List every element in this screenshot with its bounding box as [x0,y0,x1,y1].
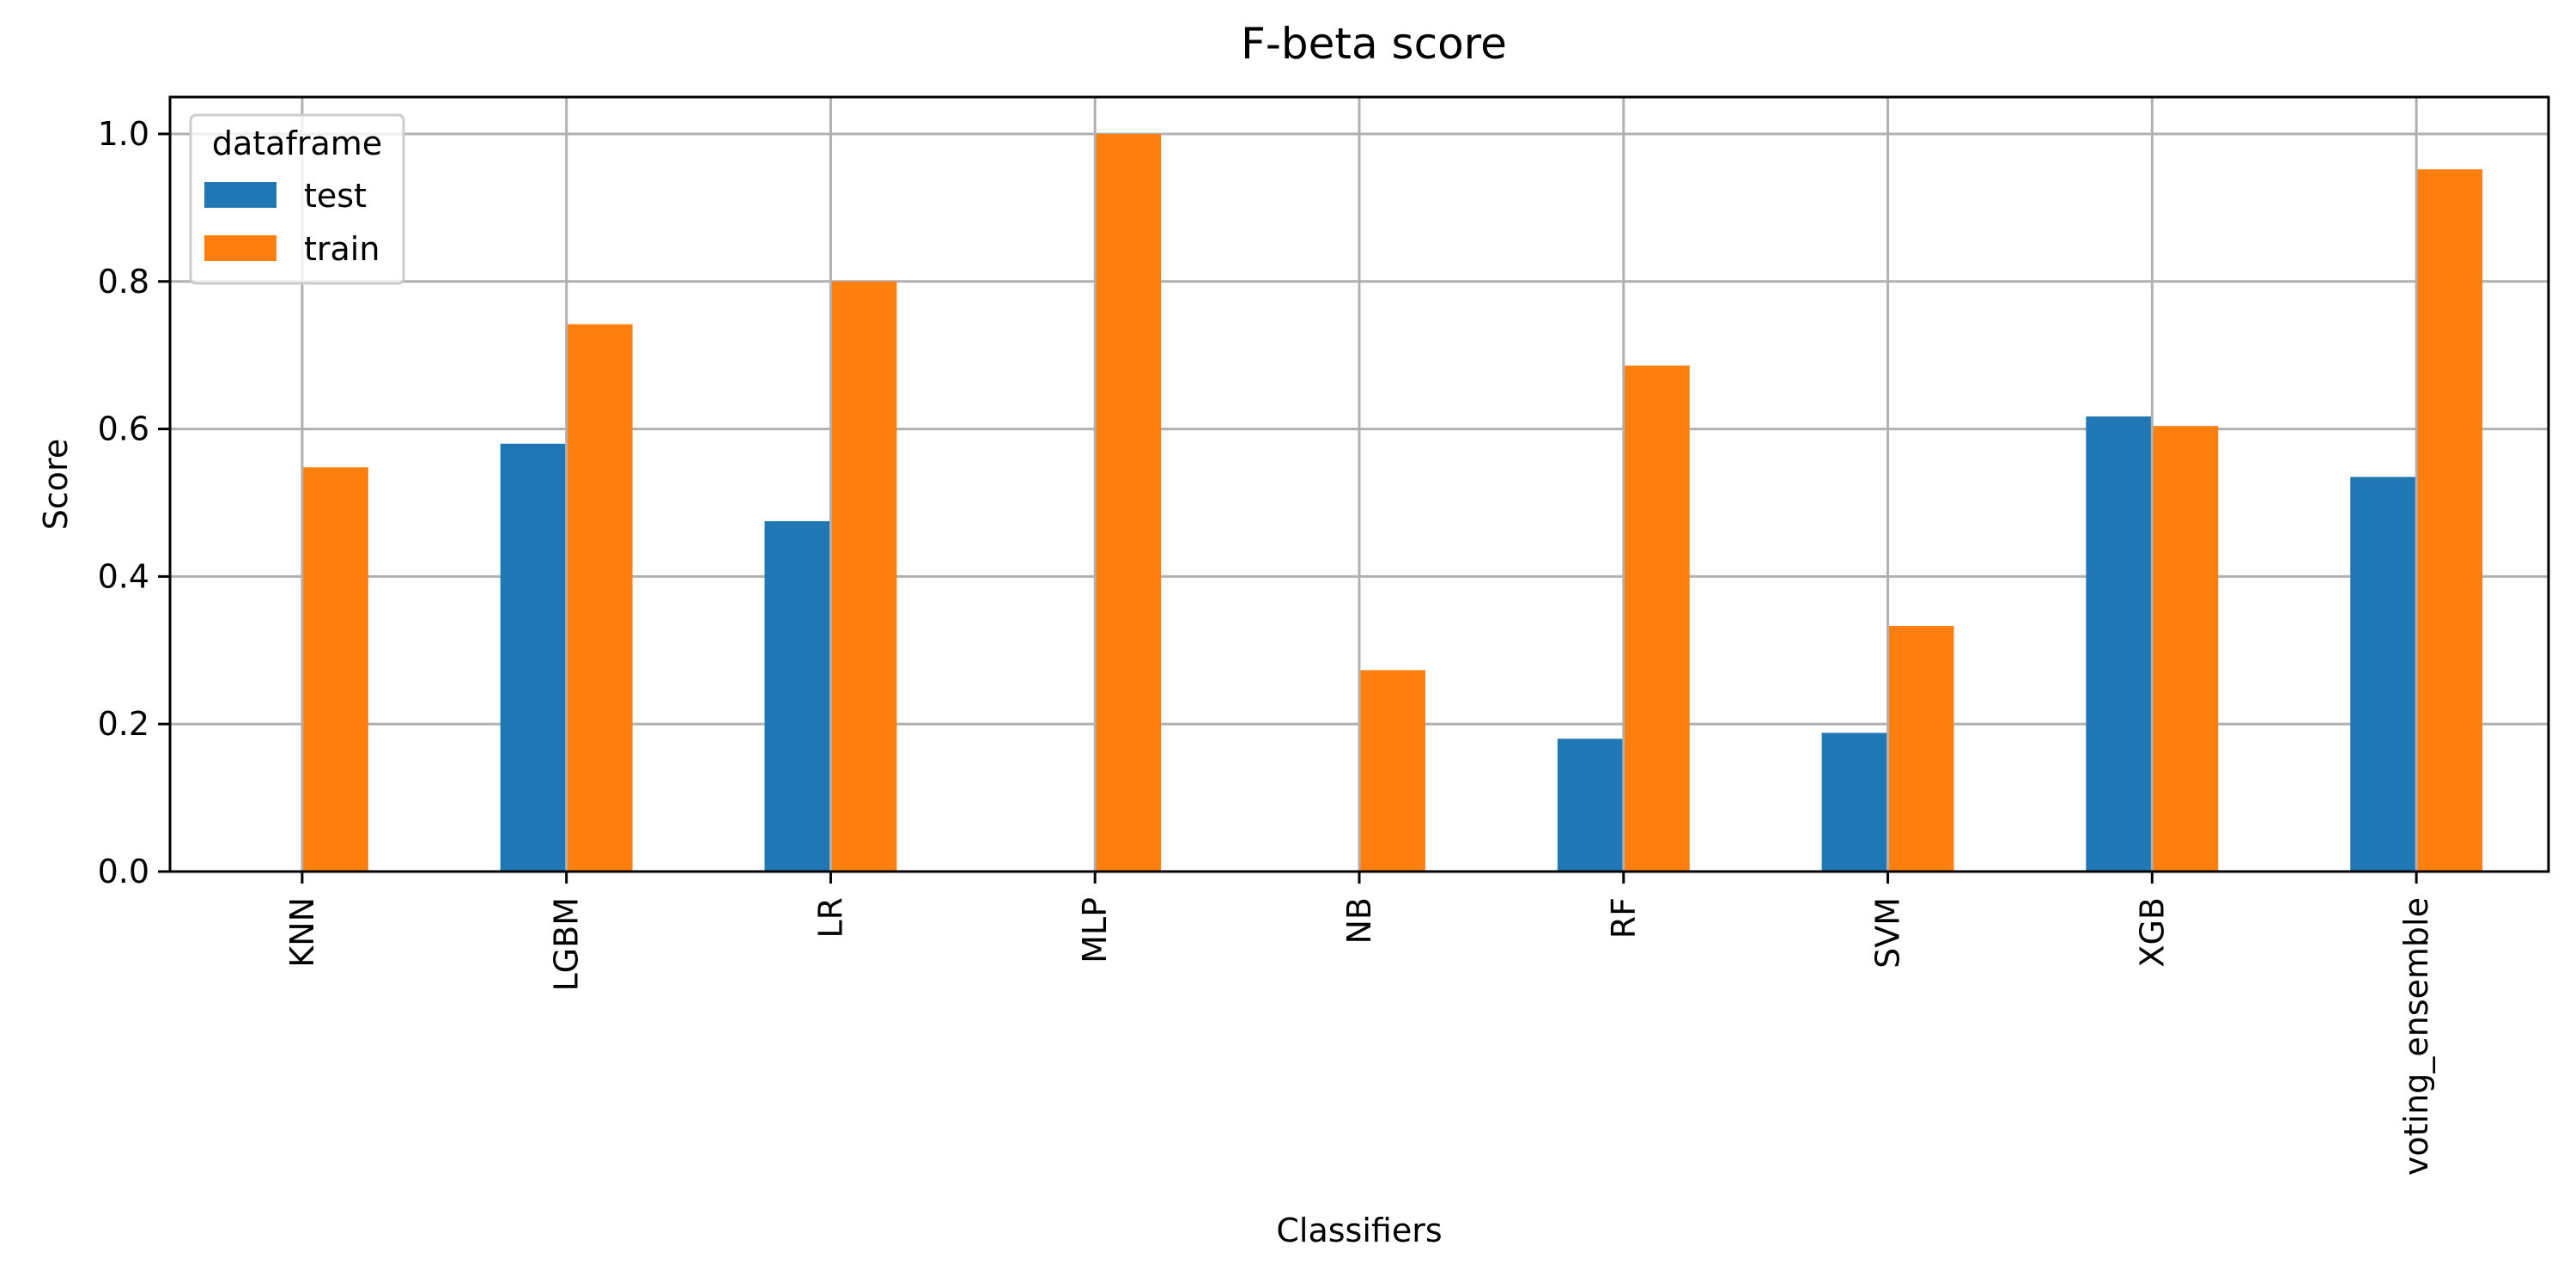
bar-train-voting_ensemble [2416,169,2483,872]
bar-train-KNN [301,467,368,872]
grid-lines-vertical [301,97,2418,872]
x-tick-label-XGB: XGB [2133,897,2171,968]
x-tick-label-SVM: SVM [1869,897,1907,969]
legend: dataframe test train [189,113,405,285]
x-tick-label-NB: NB [1340,897,1378,945]
y-tick-label: 0.6 [98,410,149,448]
x-tick-label-LGBM: LGBM [548,897,586,991]
bar-train-LR [830,281,897,872]
y-tick-label: 0.2 [98,705,149,743]
chart-title: F-beta score [1241,19,1507,69]
legend-title: dataframe [212,125,382,162]
x-axis-ticks: KNN LGBM LR MLP NB RF SVM XGB voting_ensemble [283,872,2435,1176]
y-axis-label: Score [37,439,75,530]
bar-test-voting_ensemble [2350,477,2417,872]
x-tick-label-KNN: KNN [283,897,321,968]
bar-test-LR [764,520,831,872]
bar-test-LGBM [500,443,567,872]
bar-test-SVM [1821,732,1888,872]
bar-train-RF [1623,365,1690,872]
y-tick-label: 0.0 [98,853,149,890]
bar-train-XGB [2152,426,2219,872]
x-tick-label-LR: LR [811,897,849,939]
bar-train-SVM [1887,625,1954,872]
bar-test-XGB [2086,416,2153,872]
legend-label-train: train [304,230,380,268]
legend-label-test: test [304,177,367,215]
x-axis-label: Classifiers [1276,1212,1442,1249]
bar-train-LGBM [566,324,633,872]
bar-series [301,133,2483,872]
x-tick-label-voting_ensemble: voting_ensemble [2397,897,2435,1176]
legend-swatch-train [204,235,276,261]
x-tick-label-MLP: MLP [1076,897,1114,963]
bar-train-MLP [1095,133,1162,872]
y-tick-label: 1.0 [98,115,149,153]
y-axis-ticks: 0.0 0.2 0.4 0.6 0.8 1.0 [98,115,170,890]
bar-test-RF [1557,738,1624,872]
legend-swatch-test [204,182,276,208]
bar-train-NB [1359,670,1425,872]
y-tick-label: 0.4 [98,557,149,595]
x-tick-label-RF: RF [1605,897,1643,939]
y-tick-label: 0.8 [98,263,149,301]
